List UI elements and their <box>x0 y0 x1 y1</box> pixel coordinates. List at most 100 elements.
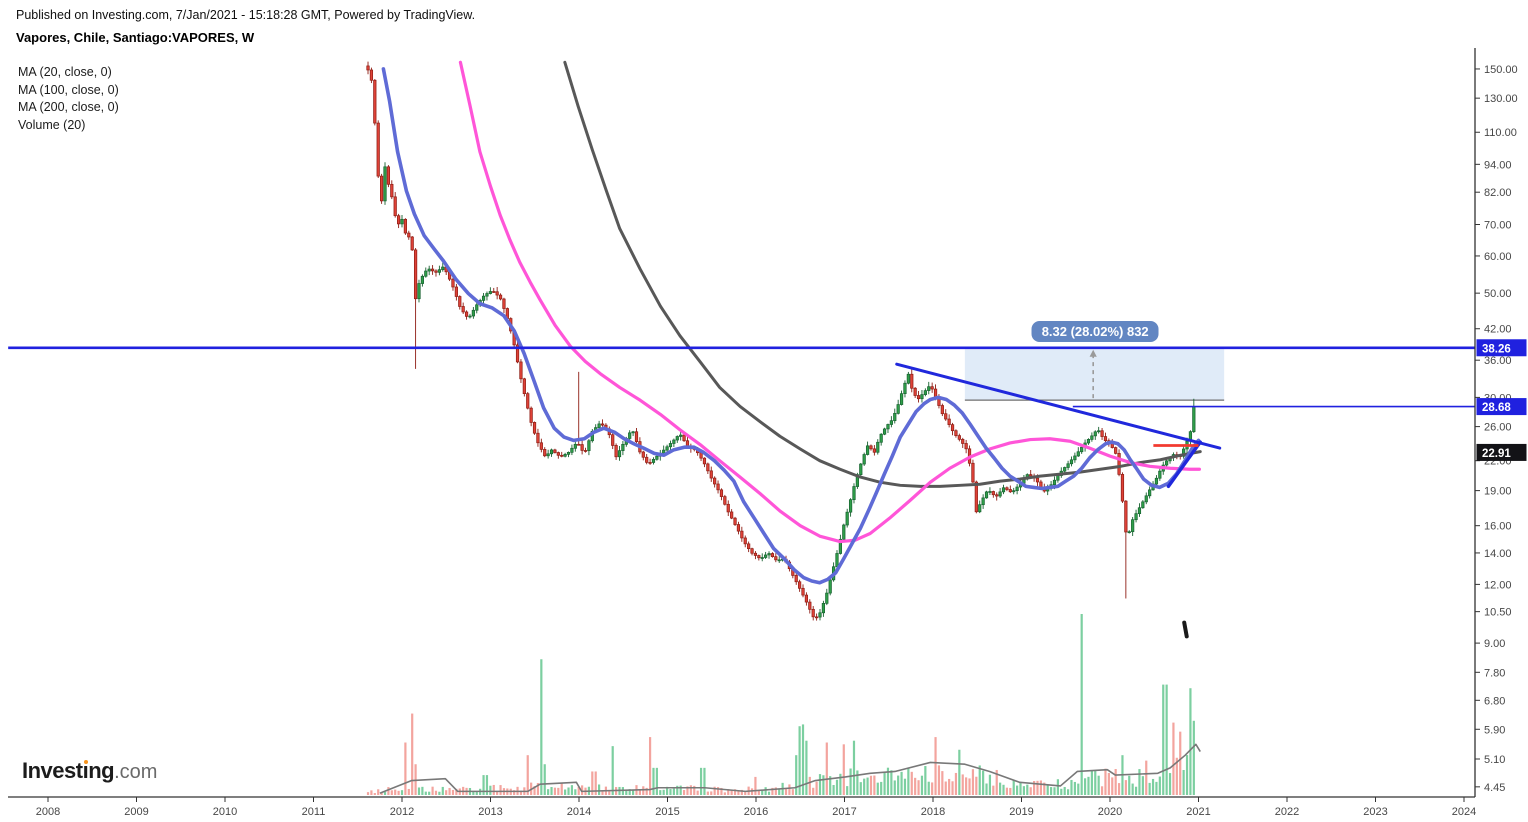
candle-body <box>947 418 951 425</box>
candle-body <box>974 481 978 513</box>
volume-bar <box>421 786 424 795</box>
volume-bar <box>1012 780 1015 795</box>
volume-bar <box>761 790 764 795</box>
candle-body <box>373 79 377 124</box>
candle-body <box>434 270 438 273</box>
price-tag-label: 22.91 <box>1482 448 1511 460</box>
investing-logo: Investı ng.com <box>22 758 157 784</box>
candle-body <box>723 496 727 505</box>
candle-body <box>1100 430 1104 437</box>
logo-suffix: .com <box>114 761 158 783</box>
volume-bar <box>948 778 951 795</box>
candle-body <box>1015 486 1019 492</box>
volume-bar <box>767 791 771 795</box>
volume-bar <box>652 767 655 795</box>
candle-body <box>570 447 574 453</box>
candle-body <box>730 511 734 519</box>
x-axis-label: 2013 <box>478 806 502 818</box>
volume-bar <box>846 786 849 795</box>
y-axis-label: 130.00 <box>1484 93 1518 105</box>
candle-body <box>889 420 893 425</box>
candle-body <box>903 382 907 395</box>
volume-bar <box>496 791 499 795</box>
volume-bar <box>774 787 777 795</box>
volume-bar <box>1019 782 1022 795</box>
volume-bar <box>431 786 434 795</box>
volume-bar <box>669 789 672 795</box>
volume-bar <box>1070 779 1073 795</box>
volume-bar <box>849 768 852 795</box>
x-axis-label: 2015 <box>655 806 679 818</box>
candle-body <box>583 450 588 452</box>
candle-body <box>369 69 374 81</box>
x-axis-label: 2008 <box>36 806 60 818</box>
volume-bar <box>455 788 458 795</box>
volume-bar <box>492 784 495 795</box>
volume-bar <box>863 778 866 795</box>
candle-body <box>1182 448 1186 457</box>
candle-body <box>682 434 686 442</box>
y-axis-label: 50.00 <box>1484 288 1512 300</box>
volume-bar <box>975 776 978 795</box>
candle-body <box>845 511 849 526</box>
legend-ma20: MA (20, close, 0) <box>18 65 112 79</box>
volume-bar <box>723 792 726 795</box>
volume-bar <box>472 790 475 795</box>
candle-body <box>808 601 812 610</box>
volume-bar <box>1131 783 1134 795</box>
volume-bar <box>1005 787 1009 795</box>
candle-body <box>1093 431 1097 437</box>
volume-bar <box>920 775 924 795</box>
price-tag-label: 28.68 <box>1482 402 1511 414</box>
candle-body <box>1120 474 1125 502</box>
volume-bar <box>829 776 832 795</box>
candle-body <box>566 451 571 455</box>
volume-bar <box>533 786 536 795</box>
volume-bar <box>628 789 631 795</box>
candle-body <box>828 579 832 594</box>
volume-bar <box>995 769 998 795</box>
candle-body <box>662 449 666 454</box>
candle-body <box>386 166 391 185</box>
candle-body <box>767 553 771 556</box>
candle-body <box>651 458 656 463</box>
candle-body <box>1056 475 1060 481</box>
volume-bar <box>852 740 856 795</box>
candle-body <box>1117 453 1121 475</box>
candle-body <box>556 452 560 456</box>
candle-body <box>553 449 557 453</box>
logo-orange-dot-icon <box>83 759 89 764</box>
volume-bar <box>733 789 737 795</box>
candle-body <box>774 556 778 561</box>
volume-bar <box>645 787 648 795</box>
candle-body <box>468 315 472 318</box>
y-axis-label: 12.00 <box>1484 579 1512 591</box>
volume-bar <box>944 781 947 795</box>
volume-bar <box>706 791 709 795</box>
candle-body <box>899 393 904 405</box>
volume-bar <box>482 775 485 795</box>
candle-body <box>437 269 441 273</box>
measure-arrow-up-icon <box>1089 349 1097 357</box>
volume-bar <box>608 791 611 795</box>
candle-body <box>366 65 370 71</box>
candle-body <box>998 491 1002 497</box>
candle-body <box>675 436 679 441</box>
candle-body <box>454 286 458 297</box>
candle-body <box>1103 436 1108 442</box>
volume-bar <box>1145 760 1148 795</box>
volume-bar <box>710 791 713 795</box>
candle-body <box>865 445 870 455</box>
candle-body <box>1005 487 1009 490</box>
ink-mark <box>1182 620 1189 639</box>
volume-bar <box>1189 688 1192 795</box>
candle-body <box>407 232 411 238</box>
volume-bar <box>1162 684 1165 795</box>
volume-bar <box>638 789 641 795</box>
candle-body <box>1124 500 1128 533</box>
candle-body <box>393 196 397 217</box>
candle-body <box>716 483 720 491</box>
candle-body <box>1029 474 1033 477</box>
y-axis-label: 5.10 <box>1484 754 1505 766</box>
